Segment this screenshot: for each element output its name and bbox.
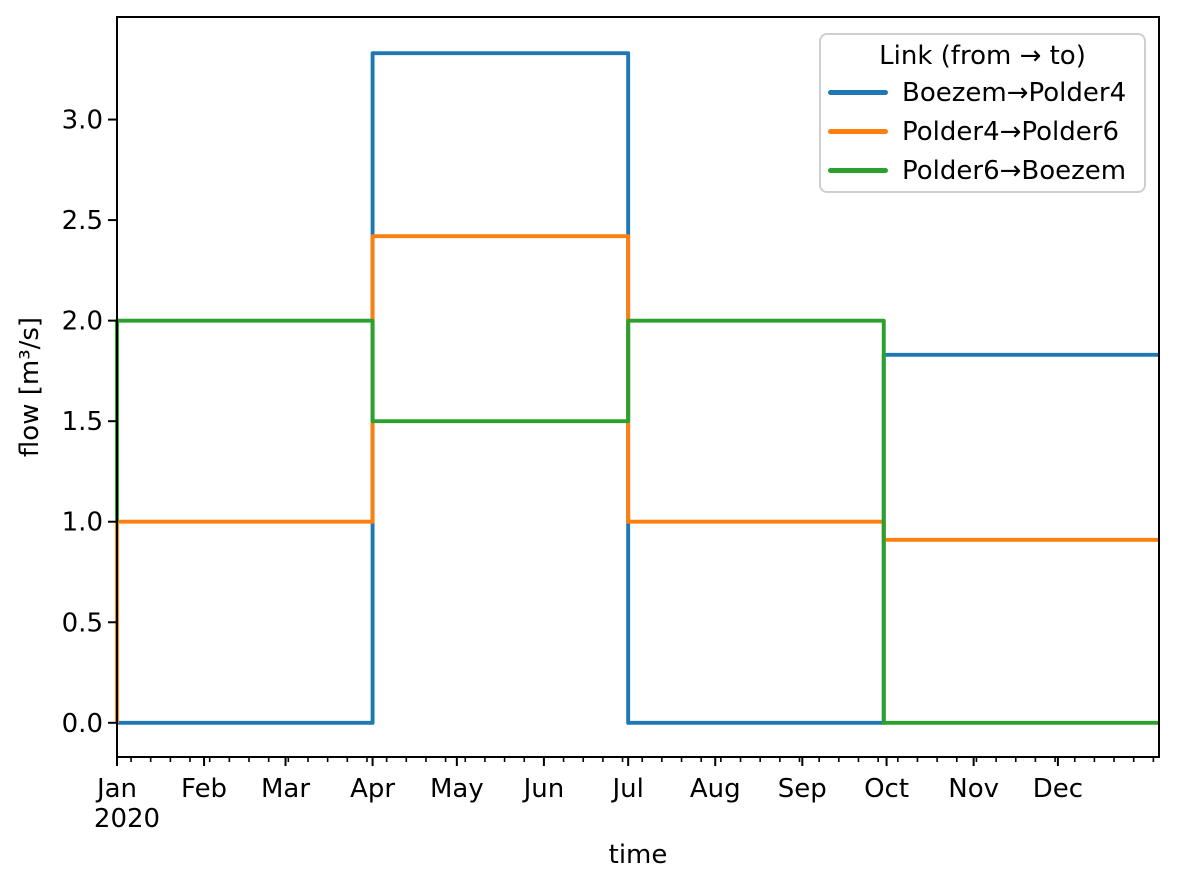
legend-line-swatch xyxy=(828,168,888,173)
legend-label: Polder6→Boezem xyxy=(902,155,1127,186)
y-tick-label: 0.0 xyxy=(62,709,103,739)
legend: Link (from → to) Boezem→Polder4 Polder4→… xyxy=(819,33,1146,193)
legend-title: Link (from → to) xyxy=(879,41,1086,71)
x-tick-label: Sep xyxy=(778,774,827,804)
y-tick-label: 0.5 xyxy=(62,608,103,638)
x-tick-label: Feb xyxy=(181,774,227,804)
y-tick-label: 1.0 xyxy=(62,508,103,538)
x-axis-year-label: 2020 xyxy=(94,804,160,834)
legend-label: Polder4→Polder6 xyxy=(902,116,1120,147)
series-line-1 xyxy=(115,234,1159,723)
x-tick-label: Jan xyxy=(95,774,137,804)
y-tick-label: 2.0 xyxy=(62,307,103,337)
series-line-2 xyxy=(115,318,1159,725)
y-axis-label: flow [m³/s] xyxy=(15,316,45,458)
y-tick-label: 1.5 xyxy=(62,407,103,437)
x-tick-label: Oct xyxy=(864,774,909,804)
x-tick-label: Dec xyxy=(1033,774,1083,804)
x-tick-label: Jul xyxy=(610,774,643,804)
legend-item: Polder6→Boezem xyxy=(821,151,1144,190)
legend-item: Boezem→Polder4 xyxy=(821,73,1144,112)
x-axis-label: time xyxy=(608,840,668,870)
legend-label: Boezem→Polder4 xyxy=(902,77,1127,108)
x-tick-label: Mar xyxy=(261,774,310,804)
legend-line-swatch xyxy=(828,90,888,95)
legend-item: Polder4→Polder6 xyxy=(821,112,1144,151)
x-tick-label: Nov xyxy=(948,774,999,804)
x-tick-label: Aug xyxy=(690,774,741,804)
x-tick-label: May xyxy=(430,774,484,804)
x-tick-label: Jun xyxy=(522,774,565,804)
y-tick-label: 3.0 xyxy=(62,106,103,136)
y-tick-label: 2.5 xyxy=(62,206,103,236)
legend-line-swatch xyxy=(828,129,888,134)
plot-border xyxy=(116,16,1160,758)
x-tick-label: Apr xyxy=(350,774,395,804)
